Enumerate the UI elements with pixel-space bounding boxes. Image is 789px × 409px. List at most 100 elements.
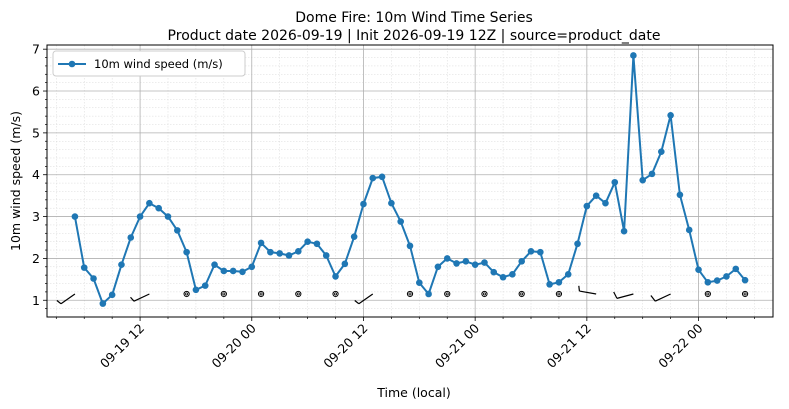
wind-barb-calm-inner [482,292,486,296]
wind-barb-calm [257,290,265,298]
wind-barb-flag [613,291,618,299]
data-point [183,248,190,256]
data-point [127,234,135,241]
legend-box [52,50,246,77]
data-point [416,279,423,286]
wind-barb-calm-inner [185,292,189,296]
data-point [658,148,665,156]
wind-barb-calm-inner [222,292,226,296]
data-point [481,259,488,266]
wind-barb-calm [518,290,525,298]
x-axis-label: Time (local) [376,385,450,400]
wind-barb-calm-inner [557,292,561,296]
data-point [174,227,181,234]
chart-subtitle: Product date 2026-09-19 | Init 2026-09-1… [168,28,661,44]
data-point [555,278,563,286]
data-point [99,300,107,307]
data-point [471,261,479,268]
data-point [509,271,516,278]
wind-barb-calm [481,290,488,298]
wind-barb-shaft [579,290,597,295]
wind-barb-shaft [616,293,634,299]
legend-label: 10m wind speed (m/s) [94,57,223,71]
legend-marker-swatch [68,60,76,68]
data-point [285,252,293,259]
wind-barb-flag [56,300,62,305]
y-tick-label: 5 [32,125,40,140]
data-point [648,170,656,178]
data-point [546,281,553,288]
data-point [620,227,628,235]
data-point [537,248,544,256]
data-point [350,233,358,240]
wind-barb-calm [332,290,339,298]
wind-barb-calm [444,290,451,298]
data-point [499,273,507,281]
data-point [583,202,591,210]
data-point [685,226,693,234]
data-point [453,260,460,267]
wind-barb-flag [650,295,656,302]
data-point [322,252,330,259]
data-point [332,273,339,280]
data-point [304,238,311,245]
wind-barb-calm [555,290,563,298]
y-tick-label: 1 [32,293,40,308]
wind-barb-calm-inner [408,292,412,296]
data-point [676,191,684,199]
data-point [71,213,79,220]
data-point [713,277,721,284]
data-point [136,213,144,220]
series-layer [71,52,749,307]
data-point [248,263,256,271]
y-axis-label: 10m wind speed (m/s) [8,111,23,251]
data-point [425,290,432,298]
data-point [192,286,200,294]
data-point [639,176,646,184]
data-point [732,265,740,273]
wind-barb-calm [406,290,414,298]
data-point [90,275,97,282]
data-point [630,52,637,59]
data-point [267,248,274,256]
wind-barb-shaft [60,293,76,305]
wind-barb-shaft [654,293,671,302]
data-point [164,213,172,220]
wind-barb-calm-inner [296,292,300,296]
data-point [434,263,442,271]
wind-barb-flag [130,296,135,302]
data-point [155,204,162,212]
wind-barb-shaft [133,293,150,302]
data-point [462,258,470,265]
wind-barb-calm-inner [520,292,524,296]
data-point [313,240,321,248]
data-point [369,174,377,182]
wind-barb-calm-inner [445,292,449,296]
wind-barbs [56,285,749,305]
data-point [239,268,246,276]
data-point [704,278,712,286]
data-point [406,242,414,250]
data-point [108,291,116,299]
data-point [602,199,609,207]
wind-barb-flag [354,300,360,305]
data-point [276,250,283,257]
data-point [723,273,730,280]
data-point [592,192,600,199]
chart-title: Dome Fire: 10m Wind Time Series [295,10,533,26]
wind-barb-calm [704,290,711,298]
data-point [257,239,265,247]
data-point [211,261,218,268]
y-tick-label: 6 [32,84,40,99]
data-point [80,264,88,271]
data-point [378,173,386,181]
legend: 10m wind speed (m/s) [52,50,246,77]
data-point [564,271,572,278]
data-point [118,261,125,268]
y-tick-label: 4 [32,167,40,182]
data-point [146,199,153,207]
y-tick-label: 7 [32,42,40,57]
data-point [695,266,702,274]
wind-barb-calm-inner [259,292,263,296]
wind-barb-calm-inner [706,292,710,296]
